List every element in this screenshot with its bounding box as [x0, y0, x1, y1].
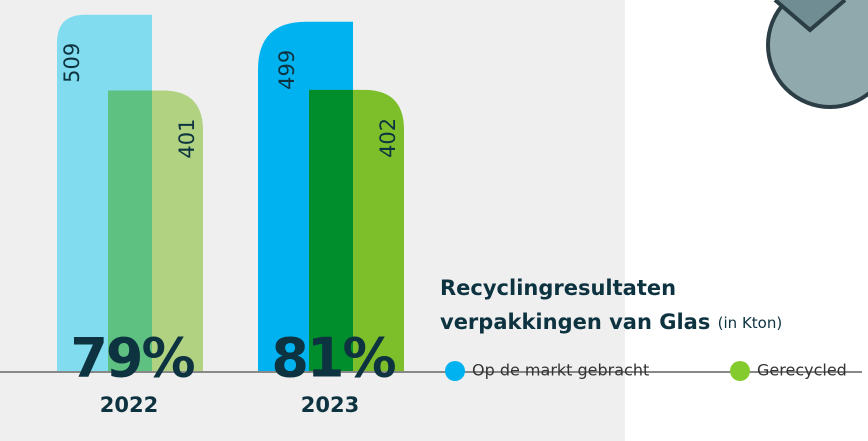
- chart-title: Recyclingresultaten: [440, 276, 676, 300]
- legend-swatch: [730, 361, 750, 381]
- annotation: 81%: [271, 327, 395, 390]
- x-tick-label: 2023: [301, 393, 359, 417]
- legend-swatch: [445, 361, 465, 381]
- unit-note: (in Kton): [718, 314, 783, 332]
- value-label: 402: [376, 118, 400, 158]
- chart-title: verpakkingen van Glas (in Kton): [440, 310, 782, 334]
- value-label: 499: [275, 50, 299, 90]
- bar: [309, 89, 404, 373]
- legend-label: Gerecycled: [757, 361, 847, 380]
- value-label: 401: [175, 119, 199, 159]
- value-label: 509: [60, 43, 84, 83]
- chart-title: verpakkingen van Glas: [440, 310, 710, 334]
- legend-label: Op de markt gebracht: [472, 361, 649, 380]
- decoration: [766, 0, 868, 109]
- bar: [108, 90, 203, 372]
- annotation: 79%: [70, 327, 194, 390]
- x-tick-label: 2022: [100, 393, 158, 417]
